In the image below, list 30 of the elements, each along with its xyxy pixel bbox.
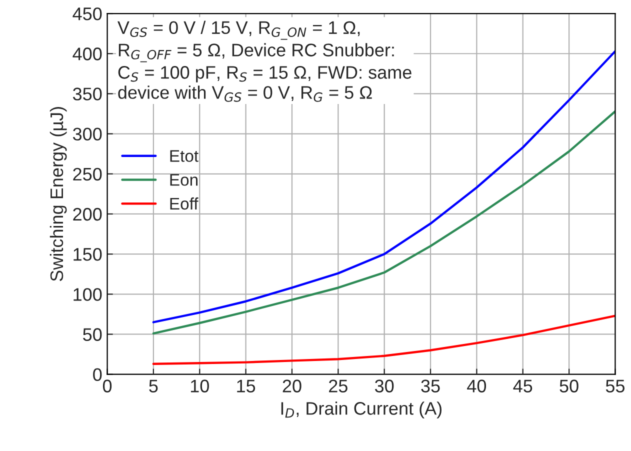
- y-tick-label: 400: [72, 48, 102, 60]
- y-tick-label: 50: [83, 328, 102, 341]
- y-tick-label: 150: [74, 248, 102, 261]
- y-tick-label: 300: [72, 128, 102, 141]
- x-tick-label: 0: [102, 380, 112, 392]
- x-tick-label: 40: [467, 380, 486, 392]
- line-series: [152, 110, 616, 335]
- x-tick-label: 10: [190, 380, 209, 392]
- y-tick-label: 450: [72, 7, 102, 20]
- x-tick-label: 20: [282, 380, 302, 392]
- x-tick-label: 55: [606, 380, 625, 392]
- y-tick-label: 250: [73, 168, 102, 181]
- text: V$_{GS}$ = 0 V / 15 V, R$_{G_ON}$ = 1 Ω, R$_{G_OFF}$ = 5 Ω, Device RC Snubber: C$_{S}$ = 100 pF, R$_{S}$ = 15 Ω, FWD: same device with V$_{GS}$ = 0 V, R$_{G}$ = 5 Ω: [118, 20, 412, 102]
- y-tick-label: 100: [74, 288, 102, 301]
- legend-label: Eoff: [170, 197, 198, 210]
- y-axis-title: Switching Energy (µJ): [50, 107, 67, 282]
- x-tick-label: 50: [560, 380, 578, 392]
- y-tick-label: 350: [72, 88, 102, 100]
- legend-label: Etot: [170, 150, 198, 162]
- x-tick-label: 25: [329, 380, 348, 392]
- x-tick-label: 15: [237, 380, 256, 392]
- line-series: [152, 314, 616, 366]
- y-tick-label: 0: [93, 368, 102, 382]
- x-tick-label: 45: [513, 380, 532, 392]
- x-tick-label: 5: [149, 380, 158, 392]
- y-tick-label: 200: [73, 208, 102, 221]
- x-axis-title: I$_{D}$, Drain Current (A): [281, 402, 442, 418]
- x-tick-label: 35: [421, 380, 440, 392]
- legend-label: Eon: [170, 174, 198, 186]
- x-tick-label: 30: [374, 380, 394, 392]
